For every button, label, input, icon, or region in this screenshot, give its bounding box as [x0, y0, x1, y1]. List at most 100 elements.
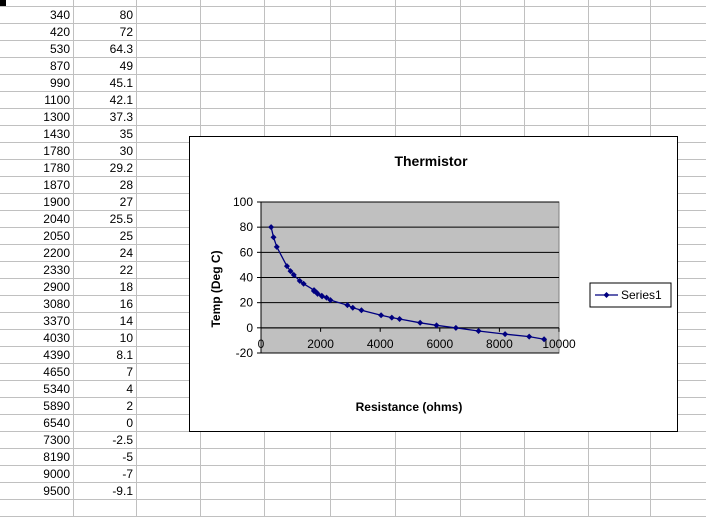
cell-temperature[interactable]: 35: [120, 127, 134, 141]
legend-marker: [603, 292, 610, 298]
cell-temperature[interactable]: 80: [120, 8, 134, 22]
data-point[interactable]: [433, 322, 440, 329]
x-tick-label: 6000: [426, 337, 453, 351]
cell-resistance[interactable]: 870: [50, 59, 70, 73]
cell-temperature[interactable]: 37.3: [110, 110, 134, 124]
data-point[interactable]: [319, 293, 326, 300]
y-tick-label: 20: [240, 296, 254, 310]
data-point[interactable]: [327, 297, 334, 304]
x-tick-label: 0: [258, 337, 265, 351]
cell-resistance[interactable]: 9000: [43, 467, 70, 481]
data-point[interactable]: [300, 280, 307, 287]
data-point[interactable]: [502, 331, 509, 338]
cell-temperature[interactable]: 22: [120, 263, 134, 277]
cell-temperature[interactable]: 10: [120, 331, 134, 345]
cell-resistance[interactable]: 3080: [43, 297, 70, 311]
cell-temperature[interactable]: 2: [126, 399, 133, 413]
y-tick-label: 60: [240, 245, 254, 259]
cell-resistance[interactable]: 3370: [43, 314, 70, 328]
cell-temperature[interactable]: 0: [126, 416, 133, 430]
cell-resistance[interactable]: 2050: [43, 229, 70, 243]
cell-temperature[interactable]: -5: [122, 450, 133, 464]
data-point[interactable]: [388, 314, 395, 321]
cell-resistance[interactable]: 5340: [43, 382, 70, 396]
data-point[interactable]: [358, 307, 365, 314]
cell-temperature[interactable]: 30: [120, 144, 134, 158]
cell-resistance[interactable]: 4650: [43, 365, 70, 379]
data-point[interactable]: [417, 319, 424, 326]
cell-temperature[interactable]: -7: [122, 467, 133, 481]
data-point[interactable]: [349, 304, 356, 311]
cell-temperature[interactable]: 24: [120, 246, 134, 260]
cell-resistance[interactable]: 4030: [43, 331, 70, 345]
y-tick-label: 100: [233, 195, 253, 209]
data-point[interactable]: [396, 316, 403, 323]
cell-temperature[interactable]: 14: [120, 314, 134, 328]
cell-resistance[interactable]: 990: [50, 76, 70, 90]
cell-temperature[interactable]: 27: [120, 195, 134, 209]
x-tick-label: 10000: [542, 337, 576, 351]
data-point[interactable]: [273, 243, 280, 250]
cell-resistance[interactable]: 1100: [44, 93, 70, 107]
cell-temperature[interactable]: 29.2: [110, 161, 134, 175]
cell-resistance[interactable]: 1780: [43, 161, 70, 175]
x-axis-label: Resistance (ohms): [356, 400, 463, 414]
cell-resistance[interactable]: 2900: [43, 280, 70, 294]
cell-resistance[interactable]: 1430: [43, 127, 70, 141]
x-tick-label: 2000: [307, 337, 334, 351]
cell-temperature[interactable]: 25.5: [110, 212, 134, 226]
cell-temperature[interactable]: -9.1: [112, 484, 133, 498]
cell-temperature[interactable]: -2.5: [112, 433, 133, 447]
y-tick-label: -20: [236, 346, 254, 360]
cell-resistance[interactable]: 7300: [43, 433, 70, 447]
cell-temperature[interactable]: 18: [120, 280, 134, 294]
data-point[interactable]: [290, 271, 297, 278]
cell-resistance[interactable]: 1780: [43, 144, 70, 158]
cell-resistance[interactable]: 8190: [43, 450, 70, 464]
cell-temperature[interactable]: 8.1: [116, 348, 133, 362]
cell-resistance[interactable]: 340: [50, 8, 70, 22]
data-point[interactable]: [541, 336, 548, 343]
data-point[interactable]: [452, 324, 459, 331]
cell-temperature[interactable]: 42.1: [110, 93, 134, 107]
cell-resistance[interactable]: 2200: [43, 246, 70, 260]
data-point[interactable]: [287, 268, 294, 275]
x-tick-label: 4000: [367, 337, 394, 351]
cell-resistance[interactable]: 420: [50, 25, 70, 39]
legend: Series1: [589, 282, 672, 308]
cell-temperature[interactable]: 28: [120, 178, 134, 192]
data-point[interactable]: [283, 263, 290, 270]
cell-temperature[interactable]: 49: [120, 59, 134, 73]
cell-resistance[interactable]: 6540: [43, 416, 70, 430]
data-point[interactable]: [314, 290, 321, 297]
data-point[interactable]: [296, 277, 303, 284]
data-point[interactable]: [311, 288, 318, 295]
cell-resistance[interactable]: 9500: [43, 484, 70, 498]
chart-object[interactable]: Thermistor Temp (Deg C) Resistance (ohms…: [189, 136, 678, 432]
data-point[interactable]: [344, 302, 351, 309]
data-point[interactable]: [268, 224, 275, 231]
cell-temperature[interactable]: 72: [120, 25, 134, 39]
cell-temperature[interactable]: 16: [120, 297, 134, 311]
data-point[interactable]: [270, 234, 277, 241]
cell-temperature[interactable]: 7: [126, 365, 133, 379]
cell-resistance[interactable]: 1900: [43, 195, 70, 209]
cell-temperature[interactable]: 64.3: [110, 42, 134, 56]
cell-resistance[interactable]: 2040: [43, 212, 70, 226]
cell-temperature[interactable]: 4: [126, 382, 133, 396]
cell-resistance[interactable]: 5890: [43, 399, 70, 413]
cell-resistance[interactable]: 1870: [43, 178, 70, 192]
data-point[interactable]: [323, 294, 330, 301]
data-point[interactable]: [475, 327, 482, 334]
data-point[interactable]: [526, 333, 533, 340]
cell-resistance[interactable]: 1300: [43, 110, 70, 124]
data-point[interactable]: [378, 312, 385, 319]
cell-resistance[interactable]: 530: [50, 42, 70, 56]
y-tick-label: 0: [246, 321, 253, 335]
cell-resistance[interactable]: 2330: [43, 263, 70, 277]
cell-temperature[interactable]: 25: [120, 229, 134, 243]
cell-resistance[interactable]: 4390: [43, 348, 70, 362]
cell-temperature[interactable]: 45.1: [110, 76, 134, 90]
chart-svg: Thermistor Temp (Deg C) Resistance (ohms…: [209, 153, 672, 414]
cell-selection-handle: [0, 0, 6, 6]
